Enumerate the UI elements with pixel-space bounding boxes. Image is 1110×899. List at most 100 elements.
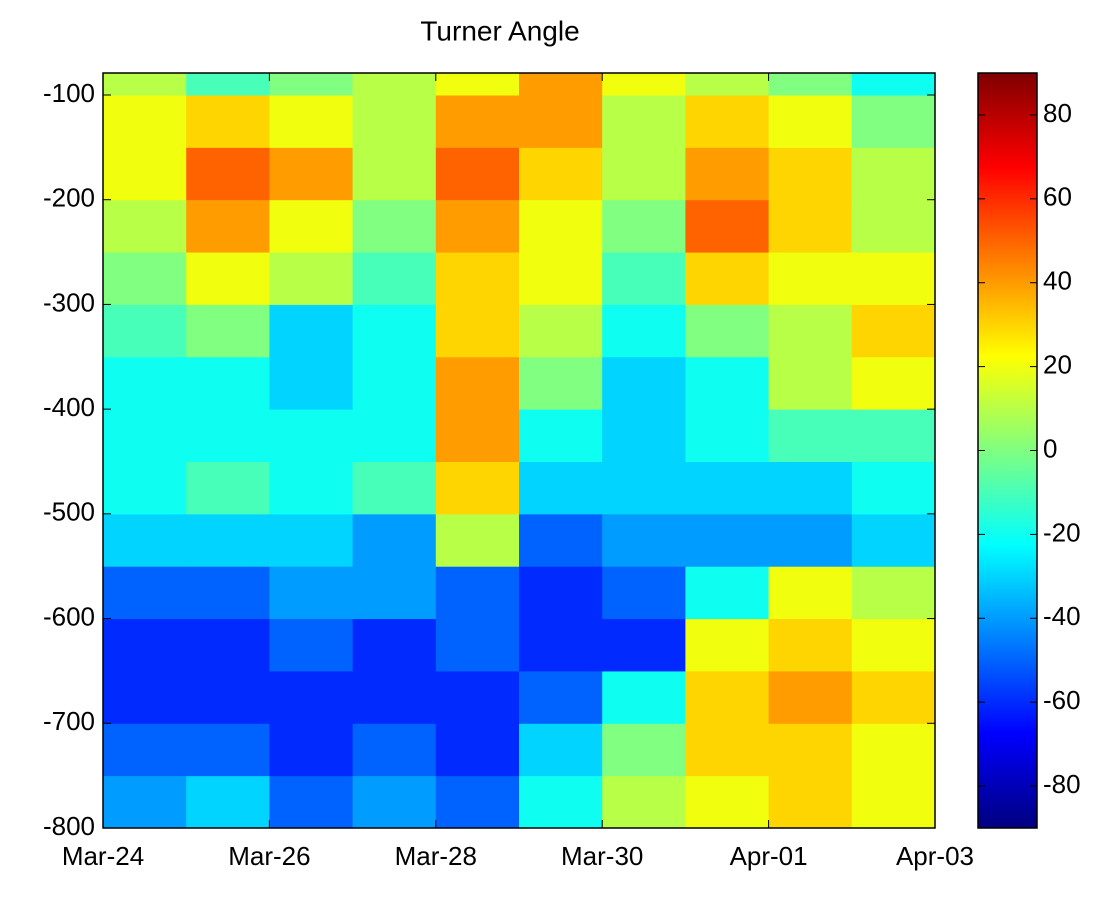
heatmap-cell — [519, 461, 603, 515]
colorbar-tick-label: 60 — [1043, 182, 1072, 212]
heatmap-cell — [768, 94, 853, 148]
heatmap-cell — [851, 566, 936, 620]
heatmap-cell — [519, 94, 603, 148]
x-tick-label: Mar-30 — [561, 841, 643, 871]
heatmap-cell — [186, 723, 270, 777]
heatmap-cell — [352, 356, 437, 410]
heatmap-cell — [186, 147, 270, 201]
heatmap-cell — [435, 513, 520, 567]
heatmap-cell — [768, 513, 853, 567]
heatmap-cell — [851, 409, 936, 462]
heatmap-cell — [435, 147, 520, 201]
heatmap-cell — [435, 566, 520, 620]
heatmap-cell — [851, 775, 936, 829]
heatmap-cell — [186, 73, 270, 96]
heatmap-cell — [269, 618, 354, 672]
heatmap-cell — [851, 147, 936, 201]
heatmap-cell — [103, 775, 187, 829]
heatmap-cell — [768, 723, 853, 777]
heatmap-cell — [851, 618, 936, 672]
heatmap-cell — [519, 723, 603, 777]
heatmap-cell — [602, 252, 686, 305]
heatmap-cell — [103, 723, 187, 777]
heatmap-cell — [602, 461, 686, 515]
heatmap-cell — [435, 94, 520, 148]
colorbar-tick-label: -60 — [1043, 685, 1081, 715]
heatmap — [103, 73, 936, 829]
heatmap-cell — [352, 73, 437, 96]
heatmap-cell — [269, 94, 354, 148]
heatmap-cell — [103, 94, 187, 148]
y-tick-label: -700 — [43, 706, 95, 736]
heatmap-cell — [435, 775, 520, 829]
heatmap-cell — [352, 252, 437, 305]
heatmap-cell — [519, 775, 603, 829]
heatmap-cell — [269, 513, 354, 567]
heatmap-cell — [186, 199, 270, 253]
heatmap-cell — [435, 670, 520, 724]
heatmap-cell — [352, 513, 437, 567]
plot-frame — [102, 72, 936, 829]
y-tick-label: -200 — [43, 183, 95, 213]
heatmap-cell — [851, 199, 936, 253]
heatmap-cell — [103, 356, 187, 410]
heatmap-cell — [519, 199, 603, 253]
heatmap-cell — [685, 73, 770, 96]
heatmap-cell — [768, 670, 853, 724]
heatmap-cell — [685, 723, 770, 777]
heatmap-cell — [685, 252, 770, 305]
x-tick-label: Mar-26 — [228, 841, 310, 871]
heatmap-cell — [768, 566, 853, 620]
heatmap-cell — [186, 461, 270, 515]
heatmap-cell — [269, 252, 354, 305]
heatmap-cell — [685, 199, 770, 253]
heatmap-cell — [768, 409, 853, 462]
heatmap-cell — [435, 618, 520, 672]
heatmap-cell — [602, 304, 686, 358]
heatmap-cell — [186, 618, 270, 672]
heatmap-cell — [186, 409, 270, 462]
heatmap-cell — [851, 670, 936, 724]
heatmap-cell — [519, 356, 603, 410]
heatmap-cell — [602, 409, 686, 462]
heatmap-cell — [435, 199, 520, 253]
heatmap-cell — [685, 775, 770, 829]
heatmap-cell — [103, 513, 187, 567]
colorbar-tick-label: -20 — [1043, 517, 1081, 547]
heatmap-cell — [269, 670, 354, 724]
y-tick-label: -400 — [43, 392, 95, 422]
heatmap-cell — [352, 566, 437, 620]
heatmap-cell — [768, 199, 853, 253]
heatmap-cell — [186, 356, 270, 410]
heatmap-cell — [768, 461, 853, 515]
heatmap-cell — [519, 618, 603, 672]
heatmap-cell — [435, 461, 520, 515]
heatmap-cell — [768, 252, 853, 305]
heatmap-cell — [103, 461, 187, 515]
colorbar-tick-label: 20 — [1043, 349, 1072, 379]
heatmap-cell — [685, 566, 770, 620]
heatmap-cell — [103, 409, 187, 462]
heatmap-cell — [851, 356, 936, 410]
heatmap-cell — [352, 199, 437, 253]
heatmap-cell — [269, 409, 354, 462]
heatmap-cell — [352, 304, 437, 358]
heatmap-cell — [519, 147, 603, 201]
heatmap-cell — [269, 73, 354, 96]
heatmap-cell — [269, 147, 354, 201]
heatmap-cell — [352, 409, 437, 462]
y-tick-label: -300 — [43, 287, 95, 317]
heatmap-cell — [519, 566, 603, 620]
heatmap-cell — [685, 513, 770, 567]
heatmap-cell — [435, 73, 520, 96]
heatmap-cell — [685, 94, 770, 148]
heatmap-cell — [851, 723, 936, 777]
y-tick-label: -600 — [43, 601, 95, 631]
heatmap-cell — [768, 356, 853, 410]
heatmap-cell — [519, 304, 603, 358]
heatmap-cell — [269, 723, 354, 777]
heatmap-cell — [685, 670, 770, 724]
heatmap-cell — [103, 73, 187, 96]
y-tick-label: -100 — [43, 78, 95, 108]
heatmap-cell — [186, 566, 270, 620]
